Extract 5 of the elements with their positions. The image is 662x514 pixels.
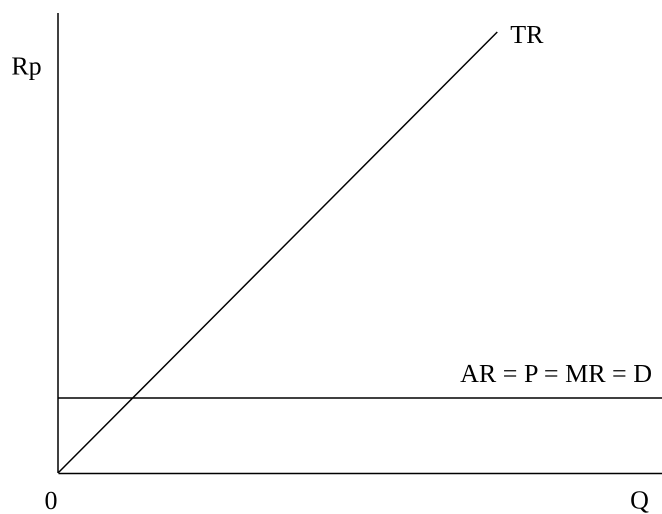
y-axis-title: Rp [11,52,42,80]
series-label: AR = P = MR = D [460,359,652,388]
series-label: TR [510,20,544,49]
x-axis-title: Q [630,486,650,514]
text: 0 [44,486,58,514]
